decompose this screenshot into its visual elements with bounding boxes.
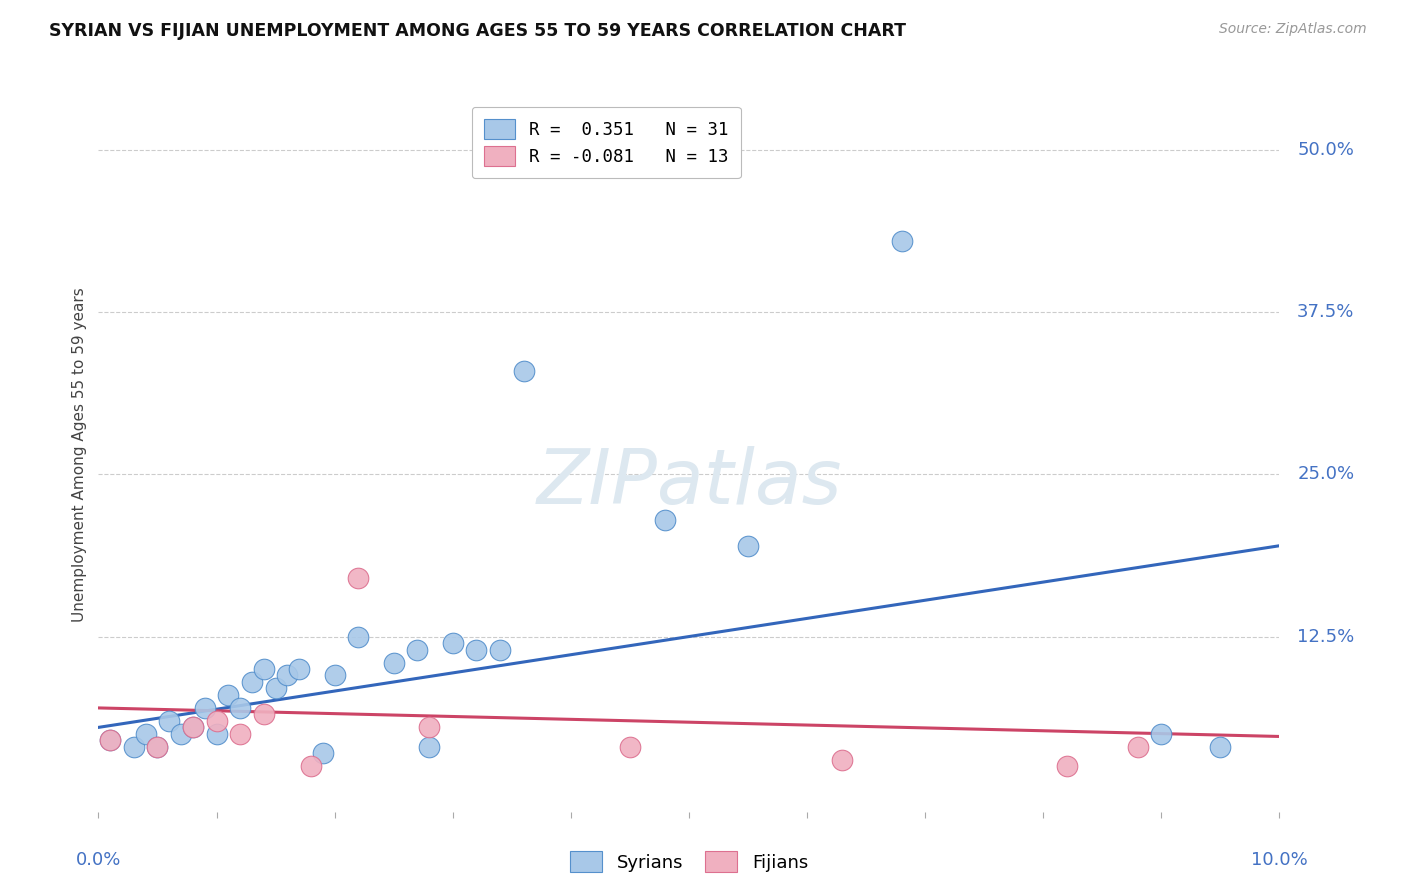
Point [347, 571, 370, 585]
Point [205, 714, 228, 728]
Text: Source: ZipAtlas.com: Source: ZipAtlas.com [1219, 22, 1367, 37]
Point [737, 539, 759, 553]
Point [98, 733, 121, 747]
Legend: Syrians, Fijians: Syrians, Fijians [557, 838, 821, 885]
Point [619, 739, 641, 754]
Point [465, 642, 488, 657]
Point [229, 701, 252, 715]
Y-axis label: Unemployment Among Ages 55 to 59 years: Unemployment Among Ages 55 to 59 years [72, 287, 87, 623]
Point [181, 720, 204, 734]
Point [323, 668, 346, 682]
Point [418, 720, 440, 734]
Text: 12.5%: 12.5% [1298, 628, 1354, 646]
Point [194, 701, 217, 715]
Text: 25.0%: 25.0% [1298, 466, 1354, 483]
Point [890, 234, 912, 248]
Point [1150, 727, 1173, 741]
Point [181, 720, 204, 734]
Point [157, 714, 180, 728]
Point [288, 662, 311, 676]
Point [299, 759, 322, 773]
Point [831, 753, 853, 767]
Point [146, 739, 169, 754]
Point [347, 630, 370, 644]
Point [146, 739, 169, 754]
Text: 10.0%: 10.0% [1251, 851, 1308, 869]
Point [135, 727, 157, 741]
Point [205, 727, 228, 741]
Point [441, 636, 464, 650]
Point [276, 668, 298, 682]
Point [1126, 739, 1149, 754]
Point [170, 727, 193, 741]
Text: 50.0%: 50.0% [1298, 141, 1354, 159]
Point [382, 656, 405, 670]
Point [406, 642, 429, 657]
Point [253, 707, 276, 722]
Point [312, 747, 335, 761]
Point [418, 739, 440, 754]
Point [240, 675, 263, 690]
Point [217, 688, 239, 702]
Point [98, 733, 121, 747]
Point [1056, 759, 1078, 773]
Text: SYRIAN VS FIJIAN UNEMPLOYMENT AMONG AGES 55 TO 59 YEARS CORRELATION CHART: SYRIAN VS FIJIAN UNEMPLOYMENT AMONG AGES… [49, 22, 907, 40]
Point [264, 681, 287, 696]
Point [1209, 739, 1232, 754]
Point [229, 727, 252, 741]
Point [654, 513, 676, 527]
Text: 0.0%: 0.0% [76, 851, 121, 869]
Point [122, 739, 145, 754]
Point [253, 662, 276, 676]
Point [512, 363, 534, 377]
Text: ZIPatlas: ZIPatlas [536, 447, 842, 520]
Text: 37.5%: 37.5% [1298, 303, 1354, 321]
Point [489, 642, 512, 657]
